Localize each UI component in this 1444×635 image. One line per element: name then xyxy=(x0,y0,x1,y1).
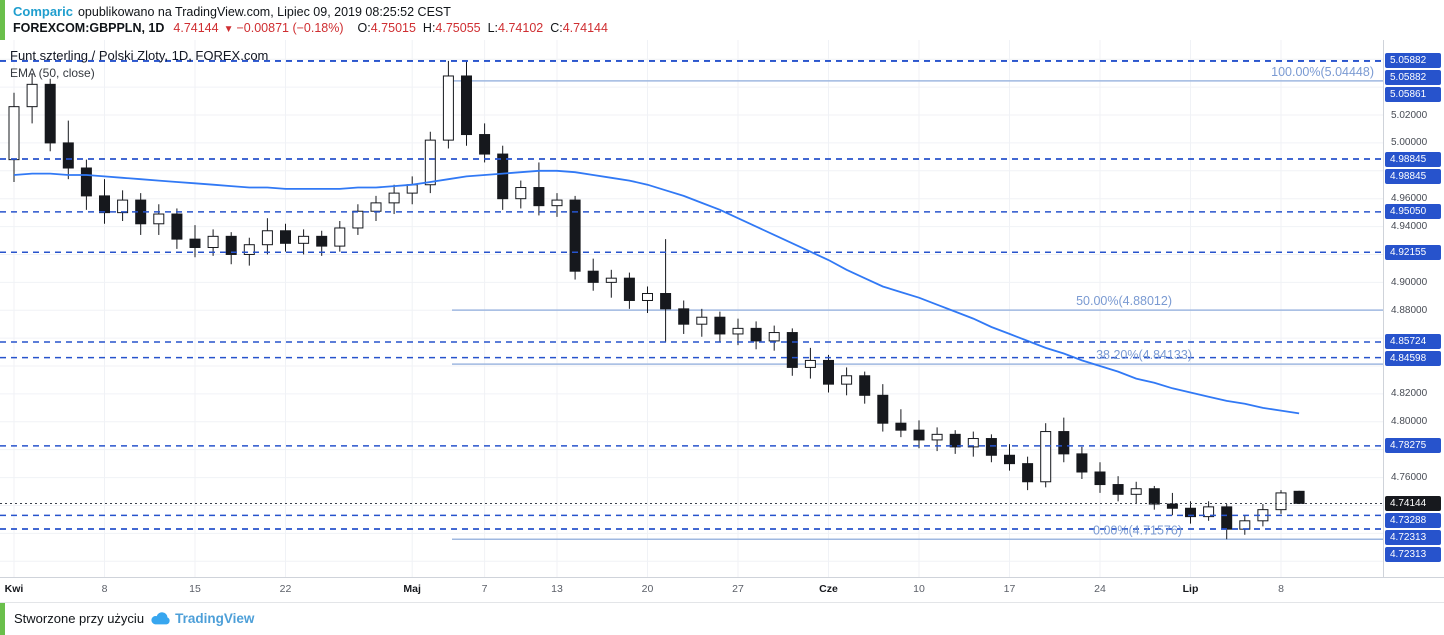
low-label: L: xyxy=(487,21,499,35)
open-value: 4.75015 xyxy=(370,21,416,35)
price-line-badge: 4.95050 xyxy=(1385,204,1441,220)
price-axis-label: 4.76000 xyxy=(1391,472,1428,484)
footer-bar: Stworzone przy użyciu TradingView xyxy=(0,602,1444,635)
close-label: C: xyxy=(550,21,563,35)
tradingview-cloud-icon xyxy=(151,612,170,625)
last-price-text: 4.74144 xyxy=(173,21,219,35)
time-axis-label: 13 xyxy=(551,583,563,595)
fib-level-label: 50.00%(4.88012) xyxy=(1076,294,1172,308)
chart-title: Funt szterling / Polski Zloty, 1D, FOREX… xyxy=(10,48,269,63)
brand-accent-bar xyxy=(0,0,5,40)
price-axis-label: 4.96000 xyxy=(1391,193,1428,205)
price-axis-label: 4.80000 xyxy=(1391,416,1428,428)
high-label: H: xyxy=(422,21,436,35)
price-axis[interactable]: 5.05882 5.05882 5.05861 4.98845 4.98845 4.950… xyxy=(1383,40,1444,577)
header-bar: Comparic opublikowano na TradingView.com,… xyxy=(0,0,1444,40)
time-axis-label: 24 xyxy=(1094,583,1106,595)
footer-text: Stworzone przy użyciu xyxy=(14,611,145,626)
time-axis-label: 22 xyxy=(279,583,292,595)
price-line-badge: 4.98845 xyxy=(1385,151,1441,167)
time-axis-label: 10 xyxy=(913,583,925,595)
time-axis-label: 7 xyxy=(481,583,488,595)
time-axis[interactable]: Kwi 8 15 22 Maj 7 13 20 27 Cze 10 17 24 Lip 8 xyxy=(0,577,1444,602)
time-axis-label: Cze xyxy=(819,583,838,595)
last-price-badge: 4.74144 xyxy=(1385,495,1441,511)
tradingview-link[interactable]: TradingView xyxy=(150,611,254,626)
time-axis-label: 8 xyxy=(101,583,108,595)
time-axis-label: 8 xyxy=(1278,583,1284,595)
open-label: O: xyxy=(357,21,371,35)
price-line-badge: 4.85724 xyxy=(1385,334,1441,350)
time-axis-label: 20 xyxy=(641,583,654,595)
brand-link[interactable]: Comparic xyxy=(13,4,73,19)
price-line-badge: 4.73288 xyxy=(1385,512,1441,528)
price-axis-label: 5.00000 xyxy=(1391,137,1428,149)
price-line-badge: 4.92155 xyxy=(1385,244,1441,260)
price-line-badge: 5.05882 xyxy=(1385,53,1441,69)
chart-legend: Funt szterling / Polski Zloty, 1D, FOREX… xyxy=(10,48,268,80)
price-line-badge: 5.05861 xyxy=(1385,87,1441,103)
time-axis-label: 17 xyxy=(1003,583,1016,595)
price-line-badge: 4.98845 xyxy=(1385,168,1441,184)
time-axis-label: 27 xyxy=(732,583,744,595)
price-axis-label: 4.82000 xyxy=(1391,388,1428,400)
fib-level-label: 100.00%(5.04448) xyxy=(1271,65,1374,79)
indicator-label: EMA (50, close) xyxy=(10,66,95,80)
symbol-ohlc-row: FOREXCOM:GBPPLN, 1D 4.74144 ▼ −0.00871 (−0.… xyxy=(13,21,608,35)
publish-info-row: Comparic opublikowano na TradingView.com,… xyxy=(13,4,451,19)
price-axis-label: 4.94000 xyxy=(1391,221,1428,233)
low-value: 4.74102 xyxy=(498,21,544,35)
fib-level-label: 0.00%(4.71576) xyxy=(1093,523,1182,537)
time-axis-label: Lip xyxy=(1182,583,1199,595)
change-text: −0.00871 (−0.18%) xyxy=(236,21,344,35)
price-axis-label: 4.88000 xyxy=(1391,304,1428,316)
price-line-badge: 4.78275 xyxy=(1385,438,1441,454)
published-text: opublikowano na TradingView.com, Lipiec … xyxy=(77,5,451,19)
tradingview-logo-text: TradingView xyxy=(175,611,255,626)
down-arrow-icon: ▼ xyxy=(223,24,234,35)
close-value: 4.74144 xyxy=(562,21,608,35)
price-line-badge: 5.05882 xyxy=(1385,70,1441,86)
time-axis-label: Maj xyxy=(403,583,421,595)
symbol-text: FOREXCOM:GBPPLN, 1D xyxy=(13,21,165,35)
high-value: 4.75055 xyxy=(435,21,481,35)
price-line-badge: 4.84598 xyxy=(1385,351,1441,367)
time-axis-label: 15 xyxy=(189,583,201,595)
fib-level-label: 38.20%(4.84133) xyxy=(1096,348,1192,362)
price-axis-label: 5.02000 xyxy=(1391,109,1428,121)
candlestick-chart[interactable]: 100.00%(5.04448) 50.00%(4.88012) 38.20%(4.… xyxy=(0,40,1383,577)
brand-accent-bar xyxy=(0,603,5,635)
price-axis-label: 4.90000 xyxy=(1391,276,1428,288)
time-axis-label: Kwi xyxy=(4,583,24,595)
price-line-badge: 4.72313 xyxy=(1385,546,1441,562)
price-line-badge: 4.72313 xyxy=(1385,529,1441,545)
